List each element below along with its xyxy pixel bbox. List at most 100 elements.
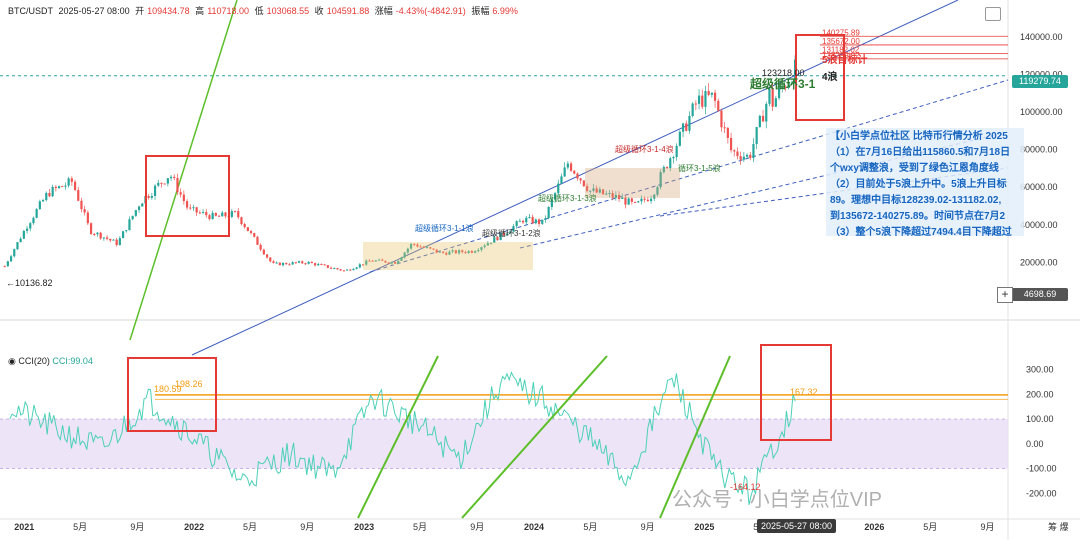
candle-body (755, 127, 758, 144)
candle-body (413, 243, 416, 245)
candle-body (672, 157, 675, 159)
candle-body (16, 242, 19, 250)
add-alert-button[interactable]: + (997, 287, 1013, 303)
candle-body (691, 103, 694, 117)
candle-body (544, 218, 547, 220)
candle-body (563, 167, 566, 177)
candle-body (294, 262, 297, 264)
candle-body (243, 224, 246, 228)
candle-body (137, 206, 141, 211)
open-label: 开 (135, 6, 145, 16)
candle-body (678, 131, 681, 146)
time-tick-label: 5月 (413, 522, 427, 532)
candle-body (425, 247, 429, 249)
eye-icon[interactable]: ◉ (8, 356, 16, 366)
candle-body (675, 145, 678, 158)
candle-body (406, 248, 409, 253)
candle-body (285, 262, 288, 265)
candle-body (585, 186, 589, 191)
candle-body (115, 239, 118, 246)
candle-body (745, 154, 749, 157)
candle-body (32, 217, 35, 224)
candle-body (784, 87, 787, 89)
candle-body (765, 103, 768, 122)
candle-body (291, 262, 294, 265)
candle-body (313, 263, 317, 266)
candle-body (377, 259, 381, 261)
candle-body (576, 173, 579, 179)
candle-body (352, 268, 355, 271)
candle-body (774, 98, 777, 107)
candle-body (541, 219, 544, 224)
candle-body (265, 254, 269, 258)
candle-body (3, 266, 6, 268)
candle-body (569, 163, 573, 171)
candle-body (435, 249, 438, 253)
candle-body (659, 172, 662, 188)
cci-name: CCI(20) (18, 356, 50, 366)
time-tick-label: 2021 (14, 522, 34, 532)
candle-body (51, 186, 54, 197)
candle-body (499, 232, 502, 241)
candle-body (387, 262, 390, 264)
candle-body (342, 270, 345, 272)
candle-body (752, 143, 755, 158)
time-tick-label: 9月 (470, 522, 484, 532)
candle-body (179, 192, 182, 195)
candle-body (633, 201, 637, 203)
cci-trend-line (357, 355, 439, 519)
candle-body (393, 261, 397, 264)
candle-body (134, 210, 137, 216)
candle-body (688, 116, 691, 131)
price-tick-label: 100000.00 (1020, 107, 1063, 117)
cci-tick-label: 0.00 (1026, 439, 1044, 449)
crosshair-date: 2025-05-27 08:00 (757, 519, 837, 533)
price-cursor-box: 4698.69 (1012, 288, 1068, 301)
candle-body (534, 219, 537, 224)
candle-body (525, 217, 528, 223)
candle-body (733, 150, 736, 152)
candle-body (169, 176, 173, 179)
cci-trend-line (659, 355, 731, 519)
candle-body (761, 115, 765, 122)
candle-body (109, 238, 112, 241)
candle-body (221, 212, 224, 217)
candle-body (249, 231, 253, 234)
candle-body (614, 194, 617, 198)
price-tick-label: 120000.00 (1020, 69, 1063, 79)
candle-body (22, 230, 25, 239)
cci-tick-label: 100.00 (1026, 414, 1054, 424)
time-tick-label: 5月 (243, 522, 257, 532)
time-tick-label: 2024 (524, 522, 544, 532)
annotation-line: 个wxy调整浪，受到了绿色江恩角度线 (830, 163, 999, 174)
candle-body (729, 137, 733, 151)
target-label: 140275.89 (822, 28, 860, 37)
candle-body (403, 252, 406, 258)
candle-body (54, 186, 57, 189)
time-tick-label: 2023 (354, 522, 374, 532)
candle-body (105, 237, 109, 239)
candle-body (547, 206, 550, 219)
low-marker-label: ←10136.82 (6, 278, 53, 288)
datetime-label: 2025-05-27 08:00 (58, 6, 130, 16)
candle-body (301, 261, 304, 264)
candle-body (86, 212, 89, 224)
candle-body (233, 211, 237, 213)
candle-body (595, 188, 598, 193)
candle-body (457, 250, 461, 254)
wave-label: 4浪 (822, 70, 838, 83)
wave-label: 超级循环3-1-3浪 (538, 193, 597, 203)
candles (3, 55, 797, 272)
candle-body (368, 260, 371, 262)
candle-body (275, 262, 278, 264)
candle-body (131, 215, 134, 220)
candle-body (9, 256, 13, 262)
candle-body (57, 186, 61, 189)
time-tick-label: 5月 (923, 522, 937, 532)
candle-body (592, 188, 595, 191)
annotation-line: （3）整个5浪下降超过7494.4目下降超过 (830, 227, 1012, 236)
candle-body (288, 264, 291, 266)
maximize-button[interactable] (985, 7, 1001, 21)
amp-label: 振幅 (471, 6, 490, 16)
